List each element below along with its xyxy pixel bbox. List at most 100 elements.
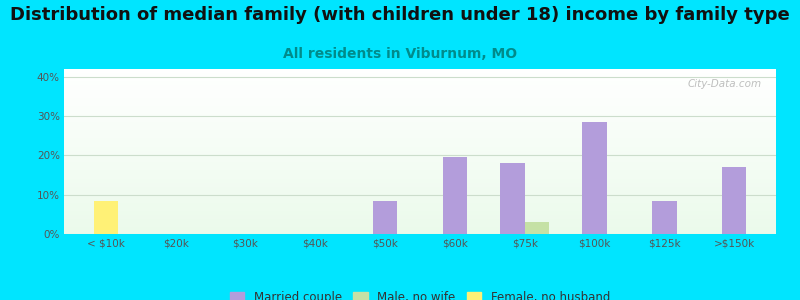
Bar <box>64 184 776 185</box>
Bar <box>64 89 776 90</box>
Bar <box>64 228 776 229</box>
Bar <box>64 113 776 114</box>
Bar <box>64 186 776 187</box>
Bar <box>64 86 776 87</box>
Bar <box>64 217 776 218</box>
Bar <box>64 71 776 72</box>
Bar <box>64 144 776 145</box>
Bar <box>64 201 776 202</box>
Bar <box>64 112 776 113</box>
Bar <box>64 192 776 193</box>
Bar <box>64 220 776 221</box>
Bar <box>64 75 776 76</box>
Bar <box>64 137 776 138</box>
Bar <box>64 69 776 70</box>
Bar <box>64 176 776 177</box>
Bar <box>64 199 776 200</box>
Bar <box>64 211 776 212</box>
Bar <box>64 207 776 208</box>
Bar <box>64 173 776 174</box>
Bar <box>64 189 776 190</box>
Bar <box>64 120 776 121</box>
Bar <box>64 208 776 209</box>
Bar <box>64 125 776 126</box>
Bar <box>64 232 776 233</box>
Bar <box>64 167 776 168</box>
Bar <box>64 76 776 77</box>
Bar <box>64 225 776 226</box>
Bar <box>64 155 776 156</box>
Bar <box>64 183 776 184</box>
Bar <box>64 90 776 91</box>
Bar <box>64 181 776 182</box>
Bar <box>64 78 776 79</box>
Bar <box>64 110 776 111</box>
Bar <box>64 94 776 95</box>
Bar <box>64 213 776 214</box>
Bar <box>64 214 776 215</box>
Bar <box>64 179 776 180</box>
Bar <box>64 171 776 172</box>
Bar <box>64 99 776 100</box>
Bar <box>64 210 776 211</box>
Bar <box>64 123 776 124</box>
Bar <box>64 191 776 192</box>
Bar <box>64 116 776 117</box>
Bar <box>64 145 776 146</box>
Bar <box>64 185 776 186</box>
Bar <box>64 141 776 142</box>
Bar <box>64 202 776 203</box>
Bar <box>64 132 776 133</box>
Bar <box>64 104 776 105</box>
Bar <box>64 127 776 128</box>
Bar <box>64 128 776 129</box>
Bar <box>64 105 776 106</box>
Bar <box>64 74 776 75</box>
Bar <box>64 143 776 144</box>
Bar <box>64 103 776 104</box>
Bar <box>64 223 776 224</box>
Bar <box>64 111 776 112</box>
Bar <box>64 160 776 161</box>
Bar <box>64 194 776 195</box>
Bar <box>64 114 776 115</box>
Bar <box>500 163 525 234</box>
Bar <box>64 198 776 199</box>
Bar <box>64 165 776 166</box>
Bar <box>64 77 776 78</box>
Bar <box>64 206 776 207</box>
Bar <box>64 81 776 82</box>
Bar <box>64 118 776 119</box>
Bar <box>64 157 776 158</box>
Bar <box>64 126 776 127</box>
Bar <box>64 200 776 201</box>
Bar <box>64 151 776 152</box>
Bar <box>64 121 776 122</box>
Bar <box>442 158 467 234</box>
Bar <box>64 92 776 93</box>
Bar <box>64 138 776 139</box>
Bar <box>64 188 776 189</box>
Bar <box>64 122 776 123</box>
Bar <box>64 182 776 183</box>
Bar <box>64 162 776 163</box>
Bar <box>64 91 776 92</box>
Bar <box>64 135 776 136</box>
Bar <box>64 233 776 234</box>
Bar <box>64 231 776 232</box>
Bar <box>64 80 776 81</box>
Bar <box>64 84 776 85</box>
Bar <box>64 146 776 147</box>
Text: Distribution of median family (with children under 18) income by family type: Distribution of median family (with chil… <box>10 6 790 24</box>
Bar <box>373 201 398 234</box>
Bar <box>64 83 776 84</box>
Bar <box>64 133 776 134</box>
Bar <box>64 146 776 147</box>
Bar <box>64 118 776 119</box>
Bar <box>64 178 776 179</box>
Bar <box>64 72 776 73</box>
Bar <box>64 79 776 80</box>
Bar <box>64 158 776 159</box>
Bar <box>64 90 776 91</box>
Bar <box>64 197 776 198</box>
